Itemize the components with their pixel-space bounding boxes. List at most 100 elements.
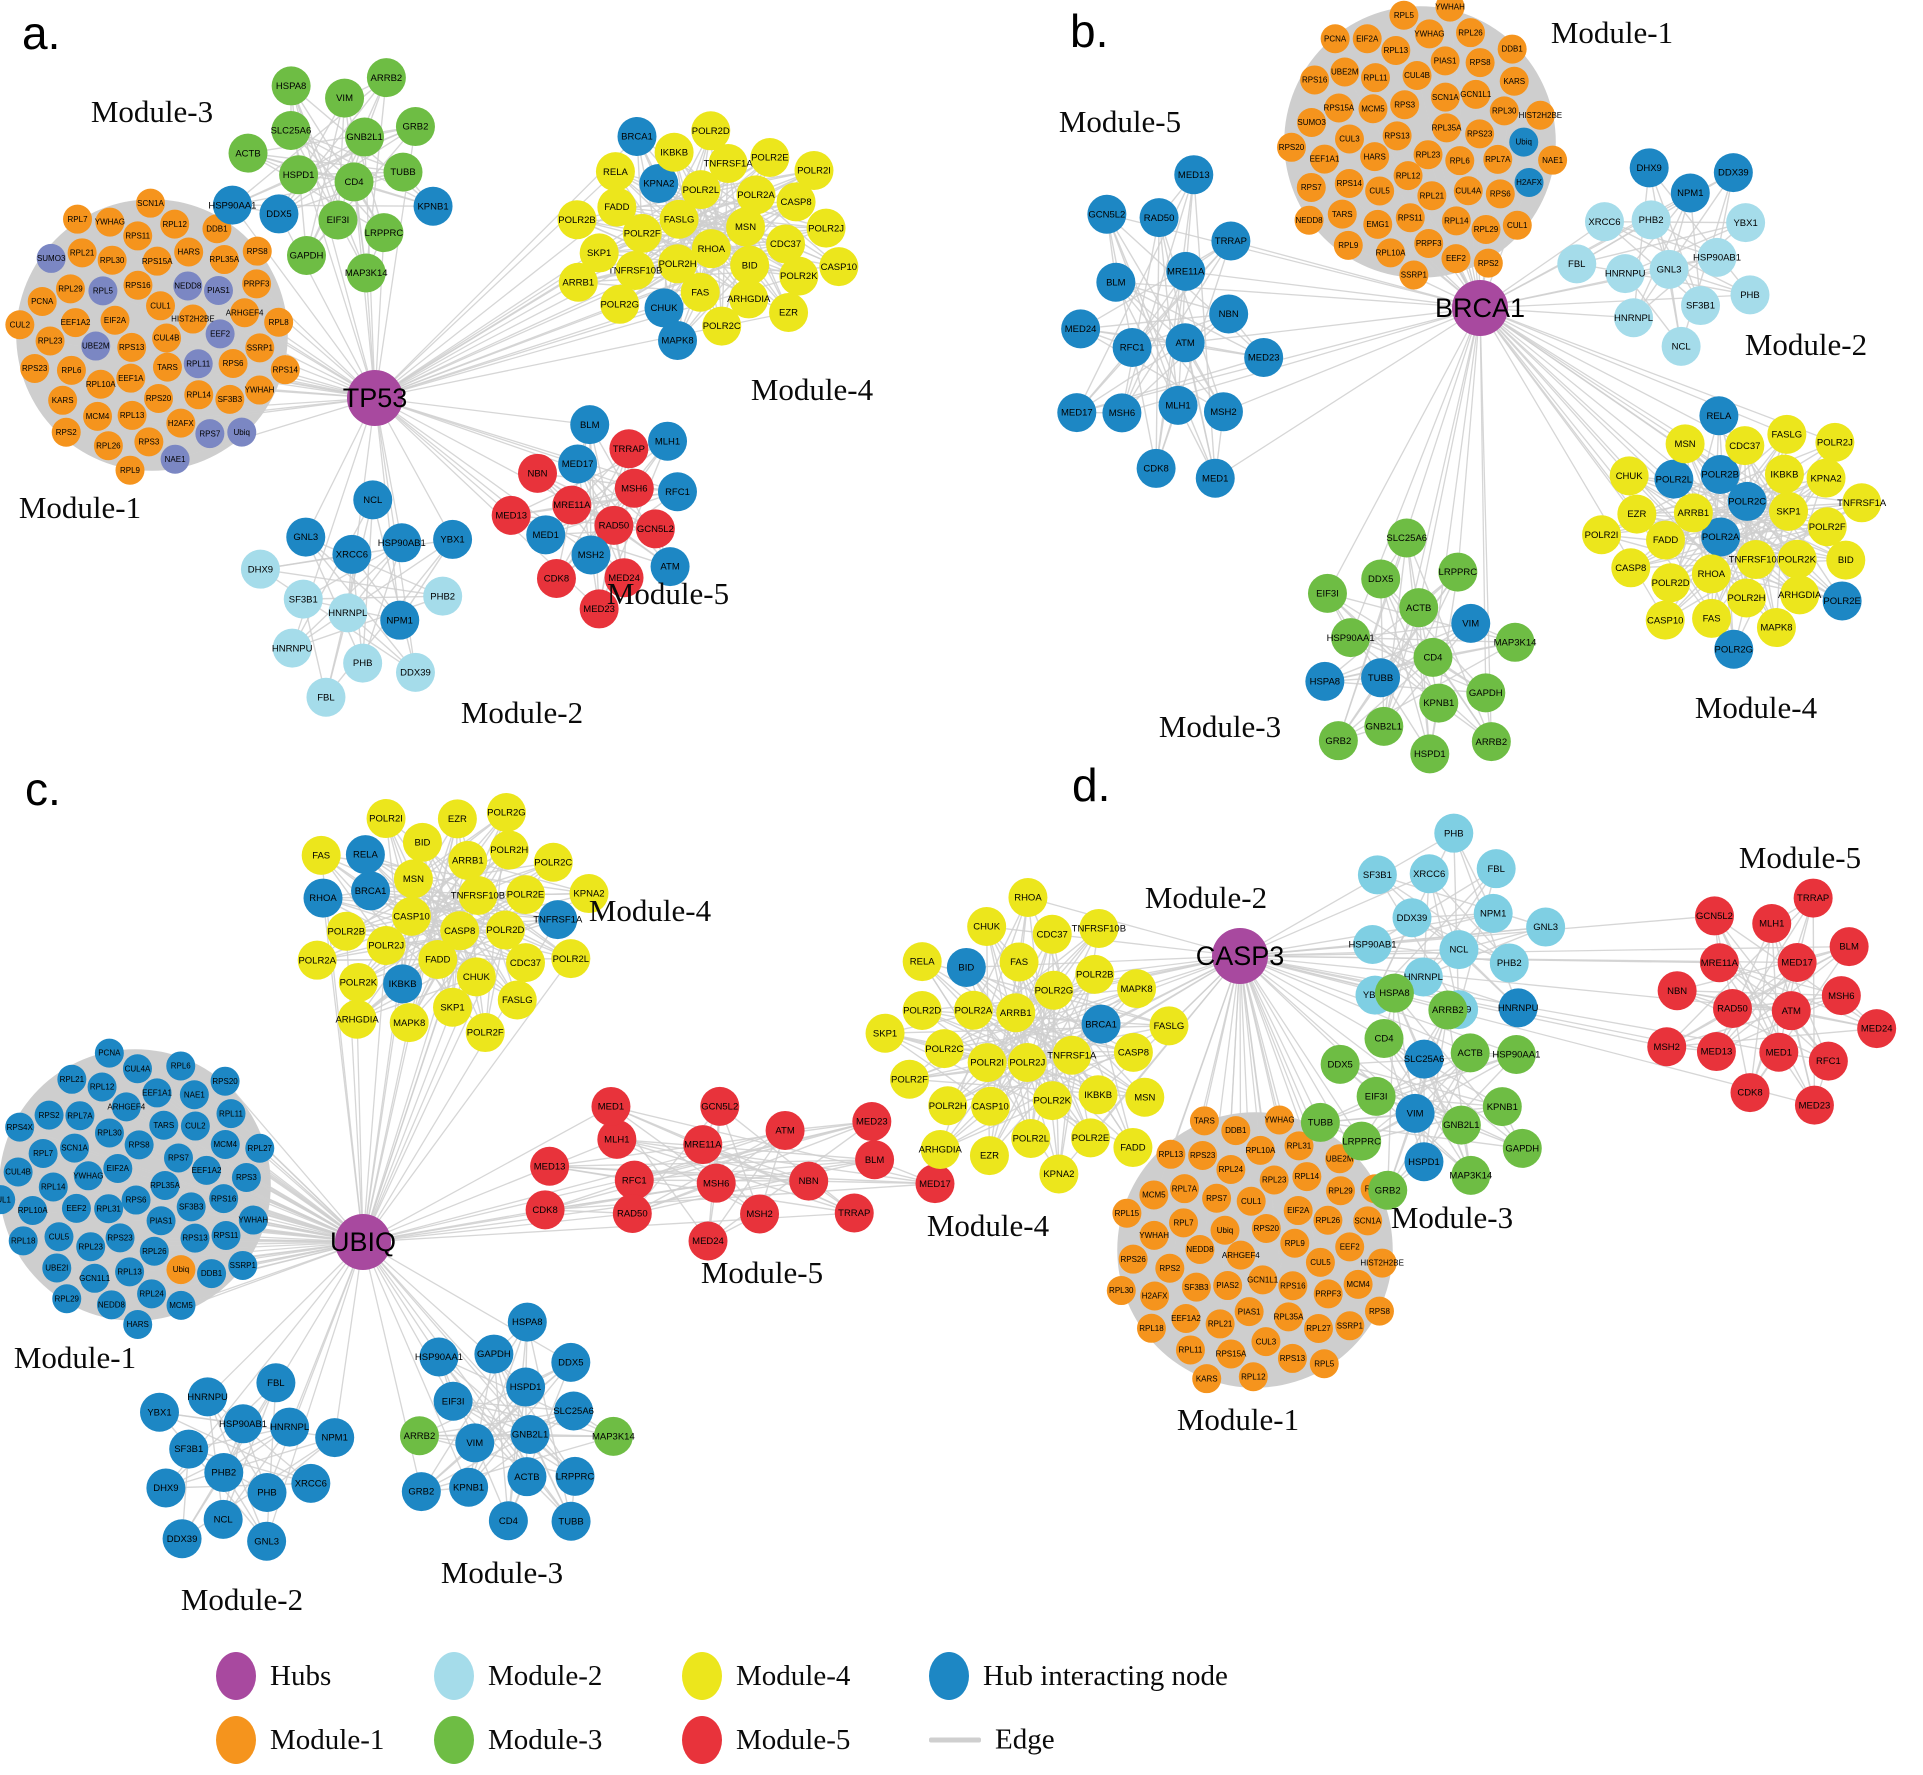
node-TNFRSF1A: TNFRSF1A [1837, 483, 1887, 523]
svg-text:RPS6: RPS6 [1490, 190, 1511, 199]
svg-text:RFC1: RFC1 [622, 1175, 647, 1186]
node-EEF1A2: EEF1A2 [61, 308, 91, 338]
node-HIST2H2BE: HIST2H2BE [1519, 100, 1562, 130]
svg-text:HSP90AA1: HSP90AA1 [1492, 1050, 1540, 1061]
svg-text:RPS11: RPS11 [214, 1231, 239, 1240]
svg-text:SUMO3: SUMO3 [37, 254, 66, 263]
node-ARRB1: ARRB1 [558, 262, 598, 302]
svg-text:CD4: CD4 [1375, 1034, 1394, 1045]
node-HNRNPL: HNRNPL [1404, 957, 1443, 997]
node-YWHAH: YWHAH [245, 375, 275, 405]
svg-text:RPS23: RPS23 [1190, 1151, 1216, 1160]
module-label-a-module-5: Module-5 [606, 576, 730, 611]
module-label-a-module-4: Module-4 [750, 372, 874, 407]
node-RPL27: RPL27 [1303, 1314, 1333, 1344]
svg-text:MED17: MED17 [1061, 408, 1093, 419]
node-RPL12: RPL12 [1393, 161, 1423, 191]
node-PRPF3: PRPF3 [1414, 228, 1444, 258]
svg-text:DDX5: DDX5 [266, 209, 291, 220]
node-BID: BID [1826, 540, 1866, 580]
node-POLR2D: POLR2D [691, 111, 731, 151]
svg-text:XRCC6: XRCC6 [1588, 217, 1620, 228]
node-FBL: FBL [1557, 244, 1597, 284]
svg-text:ATM: ATM [1782, 1006, 1801, 1017]
svg-text:SF3B1: SF3B1 [289, 594, 318, 605]
node-MAPK8: MAPK8 [389, 1003, 429, 1043]
svg-text:LRPPRC: LRPPRC [365, 228, 404, 239]
svg-text:RPS26: RPS26 [1120, 1255, 1146, 1264]
node-GNB2L1: GNB2L1 [1364, 706, 1404, 746]
svg-text:NEDD8: NEDD8 [1186, 1245, 1214, 1254]
node-EEF2: EEF2 [1335, 1232, 1365, 1262]
node-SKP1: SKP1 [579, 233, 619, 273]
node-FADD: FADD [418, 939, 458, 979]
svg-text:HSPD1: HSPD1 [1408, 1157, 1440, 1168]
node-RELA: RELA [902, 942, 942, 982]
node-BID: BID [946, 947, 986, 987]
node-CASP8: CASP8 [1113, 1032, 1153, 1072]
node-RELA: RELA [345, 835, 385, 875]
node-TNFRSF1A: TNFRSF1A [1047, 1035, 1097, 1075]
node-GCN5L2: GCN5L2 [700, 1086, 740, 1126]
node-SF3B1: SF3B1 [169, 1429, 209, 1469]
svg-text:SLC25A6: SLC25A6 [553, 1406, 594, 1417]
node-NEDD8: NEDD8 [173, 271, 203, 301]
node-HARS: HARS [174, 237, 204, 267]
node-DDX39: DDX39 [1713, 153, 1753, 193]
node-RPL18: RPL18 [8, 1226, 38, 1256]
node-RPL30: RPL30 [94, 1118, 124, 1148]
node-POLR2L: POLR2L [1011, 1118, 1051, 1158]
legend-label-module-3: Module-3 [488, 1723, 603, 1756]
svg-text:GCN1L1: GCN1L1 [1460, 90, 1492, 99]
svg-text:POLR2D: POLR2D [486, 925, 524, 936]
node-SSRP1: SSRP1 [1335, 1311, 1365, 1341]
svg-text:CDK8: CDK8 [1737, 1088, 1762, 1099]
svg-text:RPL23: RPL23 [1262, 1176, 1287, 1185]
svg-text:CDC37: CDC37 [1037, 929, 1068, 940]
svg-text:YWHAG: YWHAG [95, 218, 125, 227]
node-RPS13: RPS13 [180, 1223, 210, 1253]
hub-interacting-node-swatch [929, 1652, 969, 1700]
svg-text:ARRB2: ARRB2 [1432, 1005, 1464, 1016]
legend-item-module-4: Module-4 [682, 1652, 850, 1700]
node-GNB2L1: GNB2L1 [510, 1414, 550, 1454]
svg-text:RPL5: RPL5 [1314, 1359, 1335, 1368]
svg-text:HNRNPL: HNRNPL [328, 608, 367, 619]
node-BLM: BLM [855, 1140, 895, 1180]
node-MSH6: MSH6 [696, 1163, 736, 1203]
svg-text:SKP1: SKP1 [440, 1002, 464, 1013]
node-POLR2L: POLR2L [1654, 459, 1694, 499]
svg-text:ARHGDIA: ARHGDIA [335, 1014, 379, 1025]
svg-text:H2AFX: H2AFX [1142, 1292, 1168, 1301]
svg-text:CHUK: CHUK [1616, 471, 1644, 482]
svg-text:YWHAH: YWHAH [1139, 1231, 1169, 1240]
node-YWHAG: YWHAG [95, 207, 125, 237]
svg-text:RPL24: RPL24 [1219, 1165, 1244, 1174]
svg-text:HNRNPU: HNRNPU [187, 1392, 228, 1403]
nodes: RPL23 RPS13 RPL35A RPL12 RPS3 RPL6 HARS SCN1A RP… [1057, 0, 1887, 774]
svg-text:POLR2A: POLR2A [737, 190, 775, 201]
svg-text:EIF3I: EIF3I [1365, 1091, 1388, 1102]
svg-text:MED1: MED1 [598, 1102, 624, 1113]
svg-text:RPS2: RPS2 [39, 1111, 60, 1120]
node-ARHGEF4: ARHGEF4 [107, 1092, 146, 1122]
svg-text:SCN1A: SCN1A [1432, 93, 1459, 102]
svg-text:POLR2E: POLR2E [507, 890, 545, 901]
node-TRRAP: TRRAP [609, 429, 649, 469]
legend-label-hub-interacting-node: Hub interacting node [983, 1659, 1228, 1692]
svg-text:POLR2F: POLR2F [1809, 522, 1846, 533]
svg-text:HIST2H2BE: HIST2H2BE [1360, 1259, 1404, 1268]
svg-text:MED13: MED13 [534, 1161, 566, 1172]
node-POLR2H: POLR2H [928, 1086, 968, 1126]
node-GRB2: GRB2 [395, 107, 435, 147]
node-KPNB1: KPNB1 [1482, 1087, 1522, 1127]
svg-text:PRPF3: PRPF3 [1416, 239, 1442, 248]
module-label-b-module-3: Module-3 [1158, 709, 1282, 744]
node-XRCC6: XRCC6 [332, 534, 372, 574]
svg-text:GCN5L2: GCN5L2 [1696, 911, 1733, 922]
svg-text:TRRAP: TRRAP [838, 1208, 870, 1219]
node-MCM4: MCM4 [1343, 1269, 1373, 1299]
svg-text:POLR2B: POLR2B [328, 926, 366, 937]
node-HNRNPU: HNRNPU [187, 1377, 228, 1417]
svg-text:RFC1: RFC1 [1816, 1056, 1841, 1067]
